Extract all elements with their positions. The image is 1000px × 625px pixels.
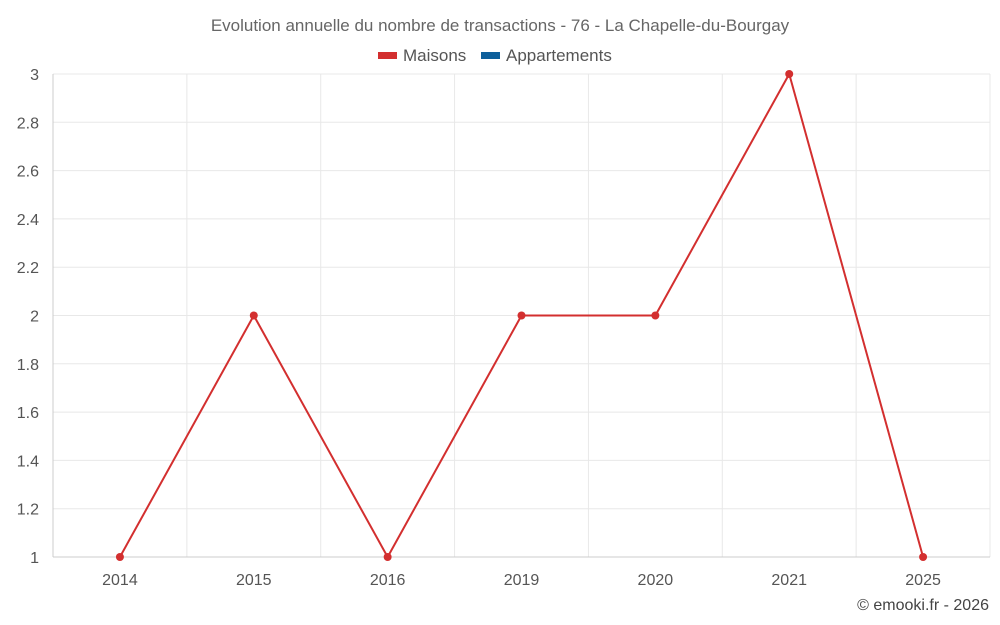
y-tick-label: 1.8 (17, 357, 39, 374)
data-point-maisons[interactable] (919, 553, 928, 561)
y-tick-label: 2.2 (17, 260, 39, 277)
x-tick-label: 2014 (102, 572, 138, 589)
y-tick-label: 1.6 (17, 405, 39, 422)
y-tick-label: 1.2 (17, 502, 39, 519)
data-point-maisons[interactable] (383, 553, 392, 561)
x-axis-ticks: 2014 2015 2016 2019 2020 2021 2025 (102, 572, 941, 589)
y-tick-label: 1.4 (17, 453, 39, 470)
data-point-maisons[interactable] (651, 311, 660, 320)
x-tick-label: 2016 (370, 572, 406, 589)
x-tick-label: 2020 (638, 572, 674, 589)
y-tick-label: 2.6 (17, 164, 39, 181)
legend-label-maisons: Maisons (403, 46, 466, 65)
x-tick-label: 2019 (504, 572, 540, 589)
y-tick-label: 2.4 (17, 212, 39, 229)
y-axis-ticks: 1 1.2 1.4 1.6 1.8 2 2.2 2.4 2.6 2.8 3 (17, 67, 39, 567)
axes (52, 74, 990, 558)
data-point-maisons[interactable] (785, 70, 794, 78)
chart-title: Evolution annuelle du nombre de transact… (211, 16, 790, 35)
legend-swatch-appartements (481, 52, 500, 59)
x-tick-label: 2015 (236, 572, 272, 589)
data-point-maisons[interactable] (115, 553, 124, 561)
data-point-maisons[interactable] (517, 311, 526, 320)
legend-item-appartements[interactable]: Appartements (481, 46, 612, 65)
credit-text: © emooki.fr - 2026 (857, 597, 989, 614)
legend-item-maisons[interactable]: Maisons (378, 46, 466, 65)
x-tick-label: 2021 (771, 572, 807, 589)
y-tick-label: 2.8 (17, 115, 39, 132)
y-tick-label: 3 (30, 67, 39, 84)
legend-swatch-maisons (378, 52, 397, 59)
y-tick-label: 2 (30, 309, 39, 326)
data-point-maisons[interactable] (249, 311, 258, 320)
legend-label-appartements: Appartements (506, 46, 612, 65)
y-tick-label: 1 (30, 550, 39, 567)
series (115, 70, 928, 561)
x-tick-label: 2025 (905, 572, 941, 589)
legend: Maisons Appartements (378, 46, 612, 65)
